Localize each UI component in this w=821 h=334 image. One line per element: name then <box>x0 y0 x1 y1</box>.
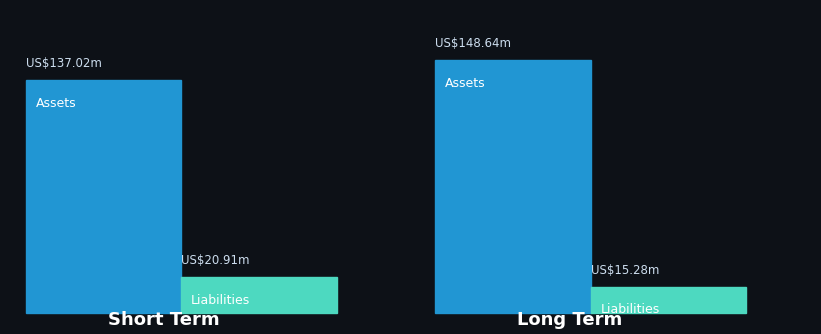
Text: US$20.91m: US$20.91m <box>181 254 250 267</box>
Text: US$137.02m: US$137.02m <box>26 57 102 70</box>
FancyBboxPatch shape <box>435 60 590 313</box>
Text: Liabilities: Liabilities <box>600 303 659 316</box>
FancyBboxPatch shape <box>26 80 181 313</box>
Text: Long Term: Long Term <box>517 311 622 329</box>
Text: US$15.28m: US$15.28m <box>590 264 659 277</box>
Text: Assets: Assets <box>445 77 485 90</box>
FancyBboxPatch shape <box>181 277 337 313</box>
Text: Short Term: Short Term <box>108 311 219 329</box>
Text: Liabilities: Liabilities <box>191 294 250 307</box>
Text: Assets: Assets <box>36 97 76 110</box>
Text: US$148.64m: US$148.64m <box>435 37 511 50</box>
FancyBboxPatch shape <box>590 287 746 313</box>
